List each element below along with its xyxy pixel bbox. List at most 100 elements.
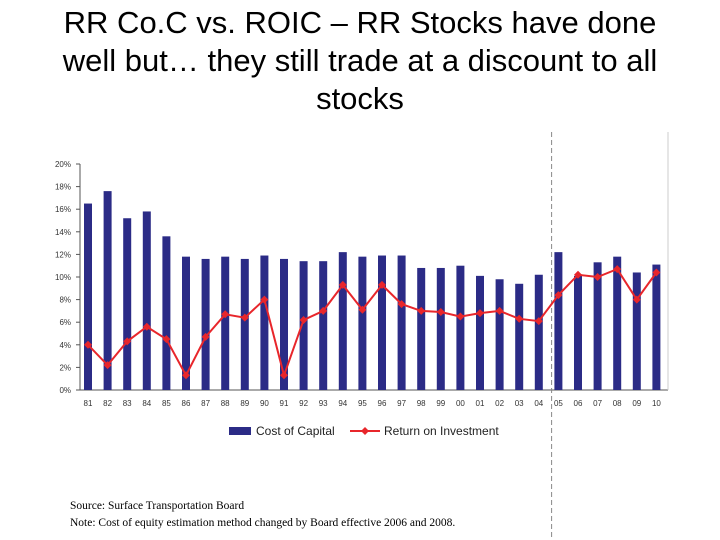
cost-of-capital-bar — [84, 203, 92, 390]
x-tick-label: 87 — [201, 399, 210, 408]
x-tick-label: 07 — [593, 399, 602, 408]
return-on-investment-marker — [397, 300, 406, 309]
x-tick-label: 95 — [358, 399, 367, 408]
return-on-investment-marker — [142, 322, 151, 331]
cost-of-capital-bar — [280, 258, 288, 390]
return-on-investment-marker — [554, 291, 563, 300]
legend-swatch-cost-of-capital — [229, 427, 251, 435]
return-on-investment-marker — [280, 371, 288, 380]
return-on-investment-marker — [84, 340, 92, 349]
return-on-investment-marker — [515, 314, 524, 323]
x-tick-label: 98 — [417, 399, 426, 408]
y-tick-label: 6% — [59, 318, 71, 327]
cost-of-capital-bar — [554, 252, 563, 390]
cost-of-capital-bar — [240, 258, 249, 390]
return-on-investment-marker — [260, 295, 269, 304]
y-tick-label: 14% — [55, 228, 71, 237]
y-tick-label: 8% — [59, 296, 71, 305]
return-on-investment-marker — [436, 308, 445, 317]
cost-of-capital-bar — [495, 279, 504, 390]
return-on-investment-marker — [593, 273, 602, 281]
footnotes: Source: Surface Transportation Board Not… — [70, 498, 455, 532]
x-tick-label: 01 — [476, 399, 485, 408]
x-tick-label: 86 — [182, 399, 191, 408]
cost-of-capital-bar — [103, 191, 112, 390]
return-on-investment-marker — [476, 309, 484, 318]
return-on-investment-marker — [456, 312, 465, 321]
x-tick-label: 06 — [574, 399, 583, 408]
title-line-2: well but… they still trade at a discount… — [62, 43, 658, 78]
legend-swatch-roi-marker — [361, 427, 369, 435]
x-tick-label: 93 — [319, 399, 328, 408]
x-tick-label: 00 — [456, 399, 465, 408]
return-on-investment-marker — [319, 306, 328, 315]
x-tick-label: 94 — [338, 399, 347, 408]
y-tick-label: 12% — [55, 250, 71, 259]
cost-of-capital-bar — [182, 256, 190, 390]
x-tick-label: 89 — [240, 399, 249, 408]
return-on-investment-marker — [632, 295, 641, 304]
cost-of-capital-bar — [574, 275, 582, 390]
x-tick-label: 91 — [280, 399, 289, 408]
slide-title: RR Co.C vs. ROIC – RR Stocks have done w… — [20, 4, 700, 118]
cost-of-capital-bar — [515, 283, 524, 390]
cost-of-capital-bar — [221, 256, 230, 390]
cost-of-capital-bar — [319, 261, 328, 390]
cost-of-capital-bar — [260, 255, 269, 390]
x-tick-label: 04 — [534, 399, 543, 408]
return-on-investment-marker — [574, 270, 582, 279]
x-tick-label: 02 — [495, 399, 504, 408]
x-tick-label: 92 — [299, 399, 308, 408]
cost-of-capital-bar — [436, 267, 445, 390]
x-tick-label: 85 — [162, 399, 171, 408]
return-on-investment-marker — [652, 268, 661, 277]
return-on-investment-marker — [221, 310, 230, 319]
x-tick-label: 96 — [378, 399, 387, 408]
x-tick-label: 82 — [103, 399, 112, 408]
cost-of-capital-bar — [142, 211, 151, 390]
cost-of-capital-bar — [358, 256, 367, 390]
cost-of-capital-bar — [456, 265, 465, 390]
source-note: Source: Surface Transportation Board — [70, 500, 245, 512]
cost-of-capital-bar — [123, 218, 132, 390]
cost-of-capital-bar — [378, 255, 386, 390]
return-on-investment-marker — [299, 315, 308, 324]
x-tick-label: 08 — [613, 399, 622, 408]
return-on-investment-marker — [534, 317, 543, 326]
return-on-investment-marker — [378, 280, 386, 289]
return-on-investment-marker — [240, 313, 249, 322]
return-on-investment-marker — [495, 306, 504, 315]
y-tick-label: 10% — [55, 273, 71, 282]
return-on-investment-marker — [417, 306, 426, 315]
cost-of-capital-bar — [534, 274, 543, 390]
return-on-investment-marker — [103, 361, 112, 370]
cost-of-capital-bar — [476, 275, 484, 390]
return-on-investment-marker — [338, 280, 347, 289]
x-tick-label: 88 — [221, 399, 230, 408]
y-tick-label: 0% — [59, 386, 71, 395]
return-on-investment-marker — [201, 332, 210, 341]
method-note: Note: Cost of equity estimation method c… — [70, 517, 456, 529]
cost-of-capital-bar — [338, 252, 347, 390]
cost-of-capital-bar — [613, 256, 622, 390]
title-line-1: RR Co.C vs. ROIC – RR Stocks have done — [63, 5, 657, 40]
x-tick-label: 97 — [397, 399, 406, 408]
x-tick-label: 05 — [554, 399, 563, 408]
cost-of-capital-bar — [632, 272, 641, 390]
cost-of-capital-bar — [593, 262, 602, 390]
y-tick-label: 4% — [59, 341, 71, 350]
x-tick-label: 84 — [142, 399, 151, 408]
return-on-investment-line — [87, 267, 658, 379]
x-tick-label: 09 — [632, 399, 641, 408]
return-on-investment-marker — [358, 305, 367, 314]
x-tick-label: 10 — [652, 399, 661, 408]
x-tick-label: 90 — [260, 399, 269, 408]
return-on-investment-marker — [123, 337, 132, 346]
y-tick-label: 20% — [55, 160, 71, 169]
x-tick-label: 81 — [84, 399, 93, 408]
y-tick-label: 18% — [55, 183, 71, 192]
return-on-investment-marker — [162, 335, 171, 344]
cost-of-capital-bar — [652, 264, 661, 390]
cost-of-capital-bar — [299, 261, 308, 390]
